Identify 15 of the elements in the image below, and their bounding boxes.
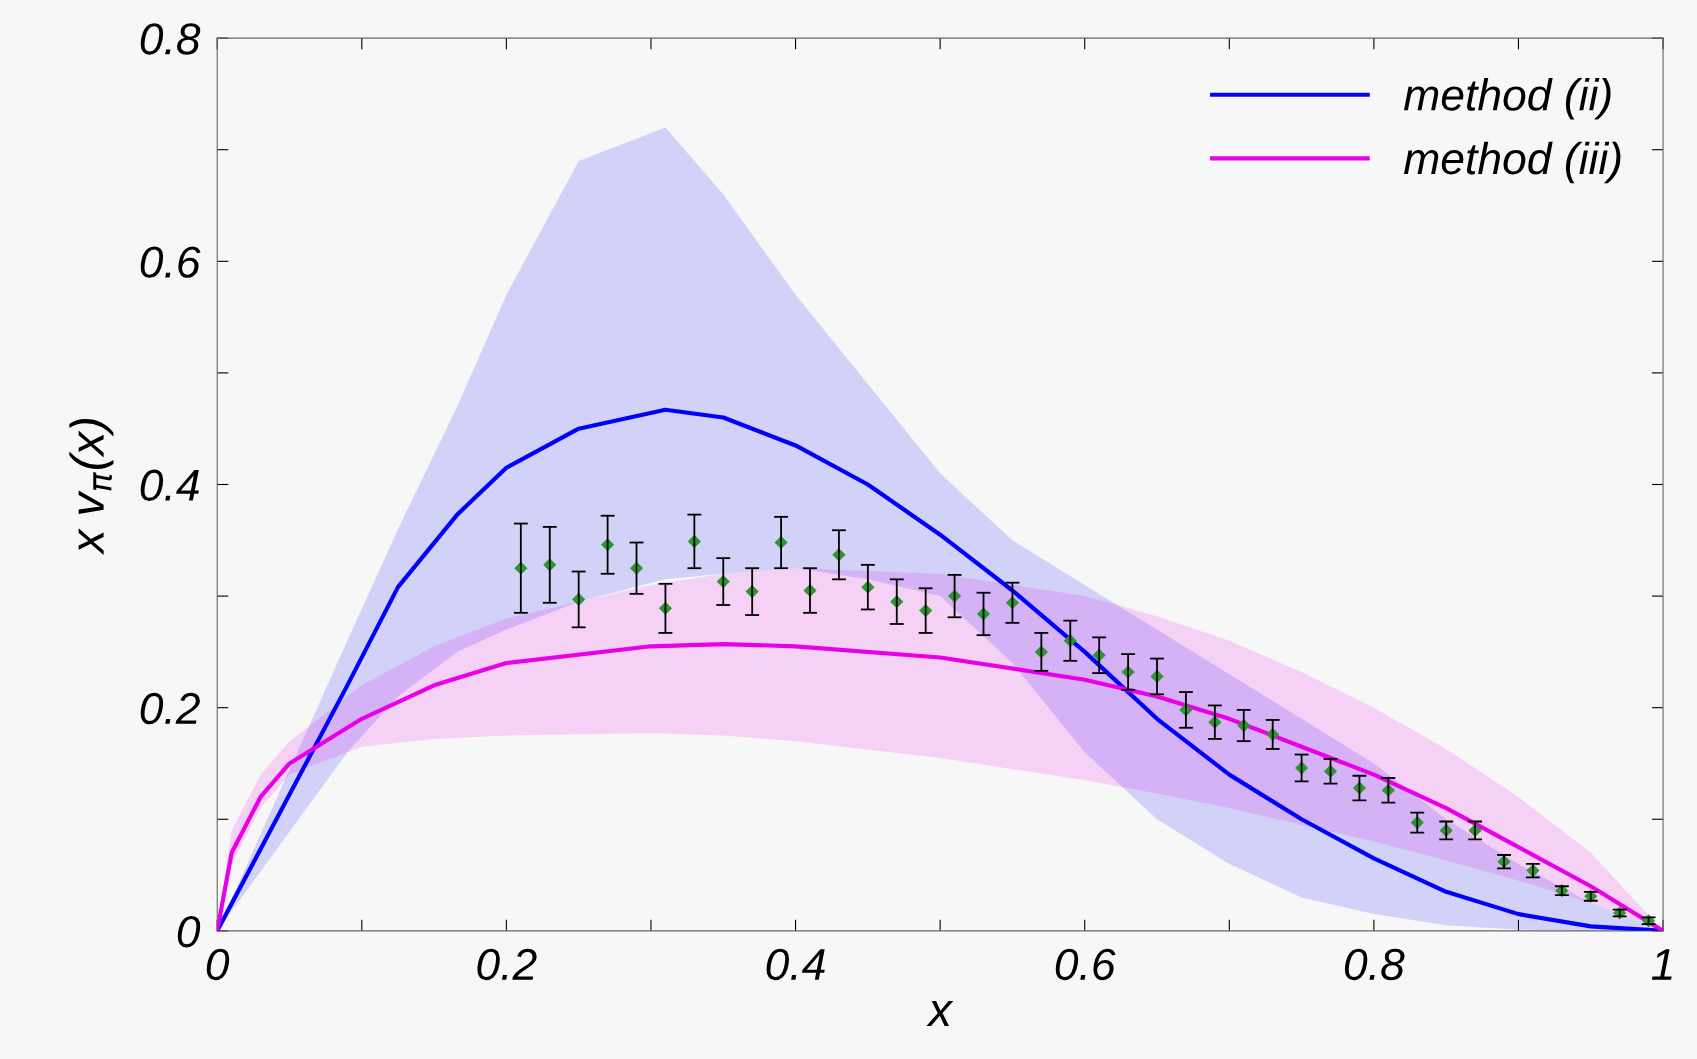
x-tick-label: 1 (1651, 949, 1672, 980)
x-tick-label: 0.2 (477, 948, 537, 981)
y-tick-label: 0.2 (140, 692, 200, 725)
x-tick-label: 0 (206, 948, 230, 981)
x-tick-label: 0.6 (1055, 948, 1116, 981)
x-axis-title: x (926, 1001, 954, 1026)
y-axis-title: x v$_{π}$(x) (69, 418, 114, 556)
y-tick-label: 0.4 (140, 469, 199, 502)
x-tick-label: 0.4 (766, 948, 825, 981)
y-tick-label: 0.8 (140, 23, 201, 55)
legend-label: method (iii) (1404, 141, 1621, 184)
x-tick-label: 0.8 (1344, 948, 1405, 981)
y-tick-label: 0.6 (140, 246, 201, 278)
legend-label: method (ii) (1404, 78, 1611, 120)
y-tick-label: 0 (177, 915, 201, 948)
